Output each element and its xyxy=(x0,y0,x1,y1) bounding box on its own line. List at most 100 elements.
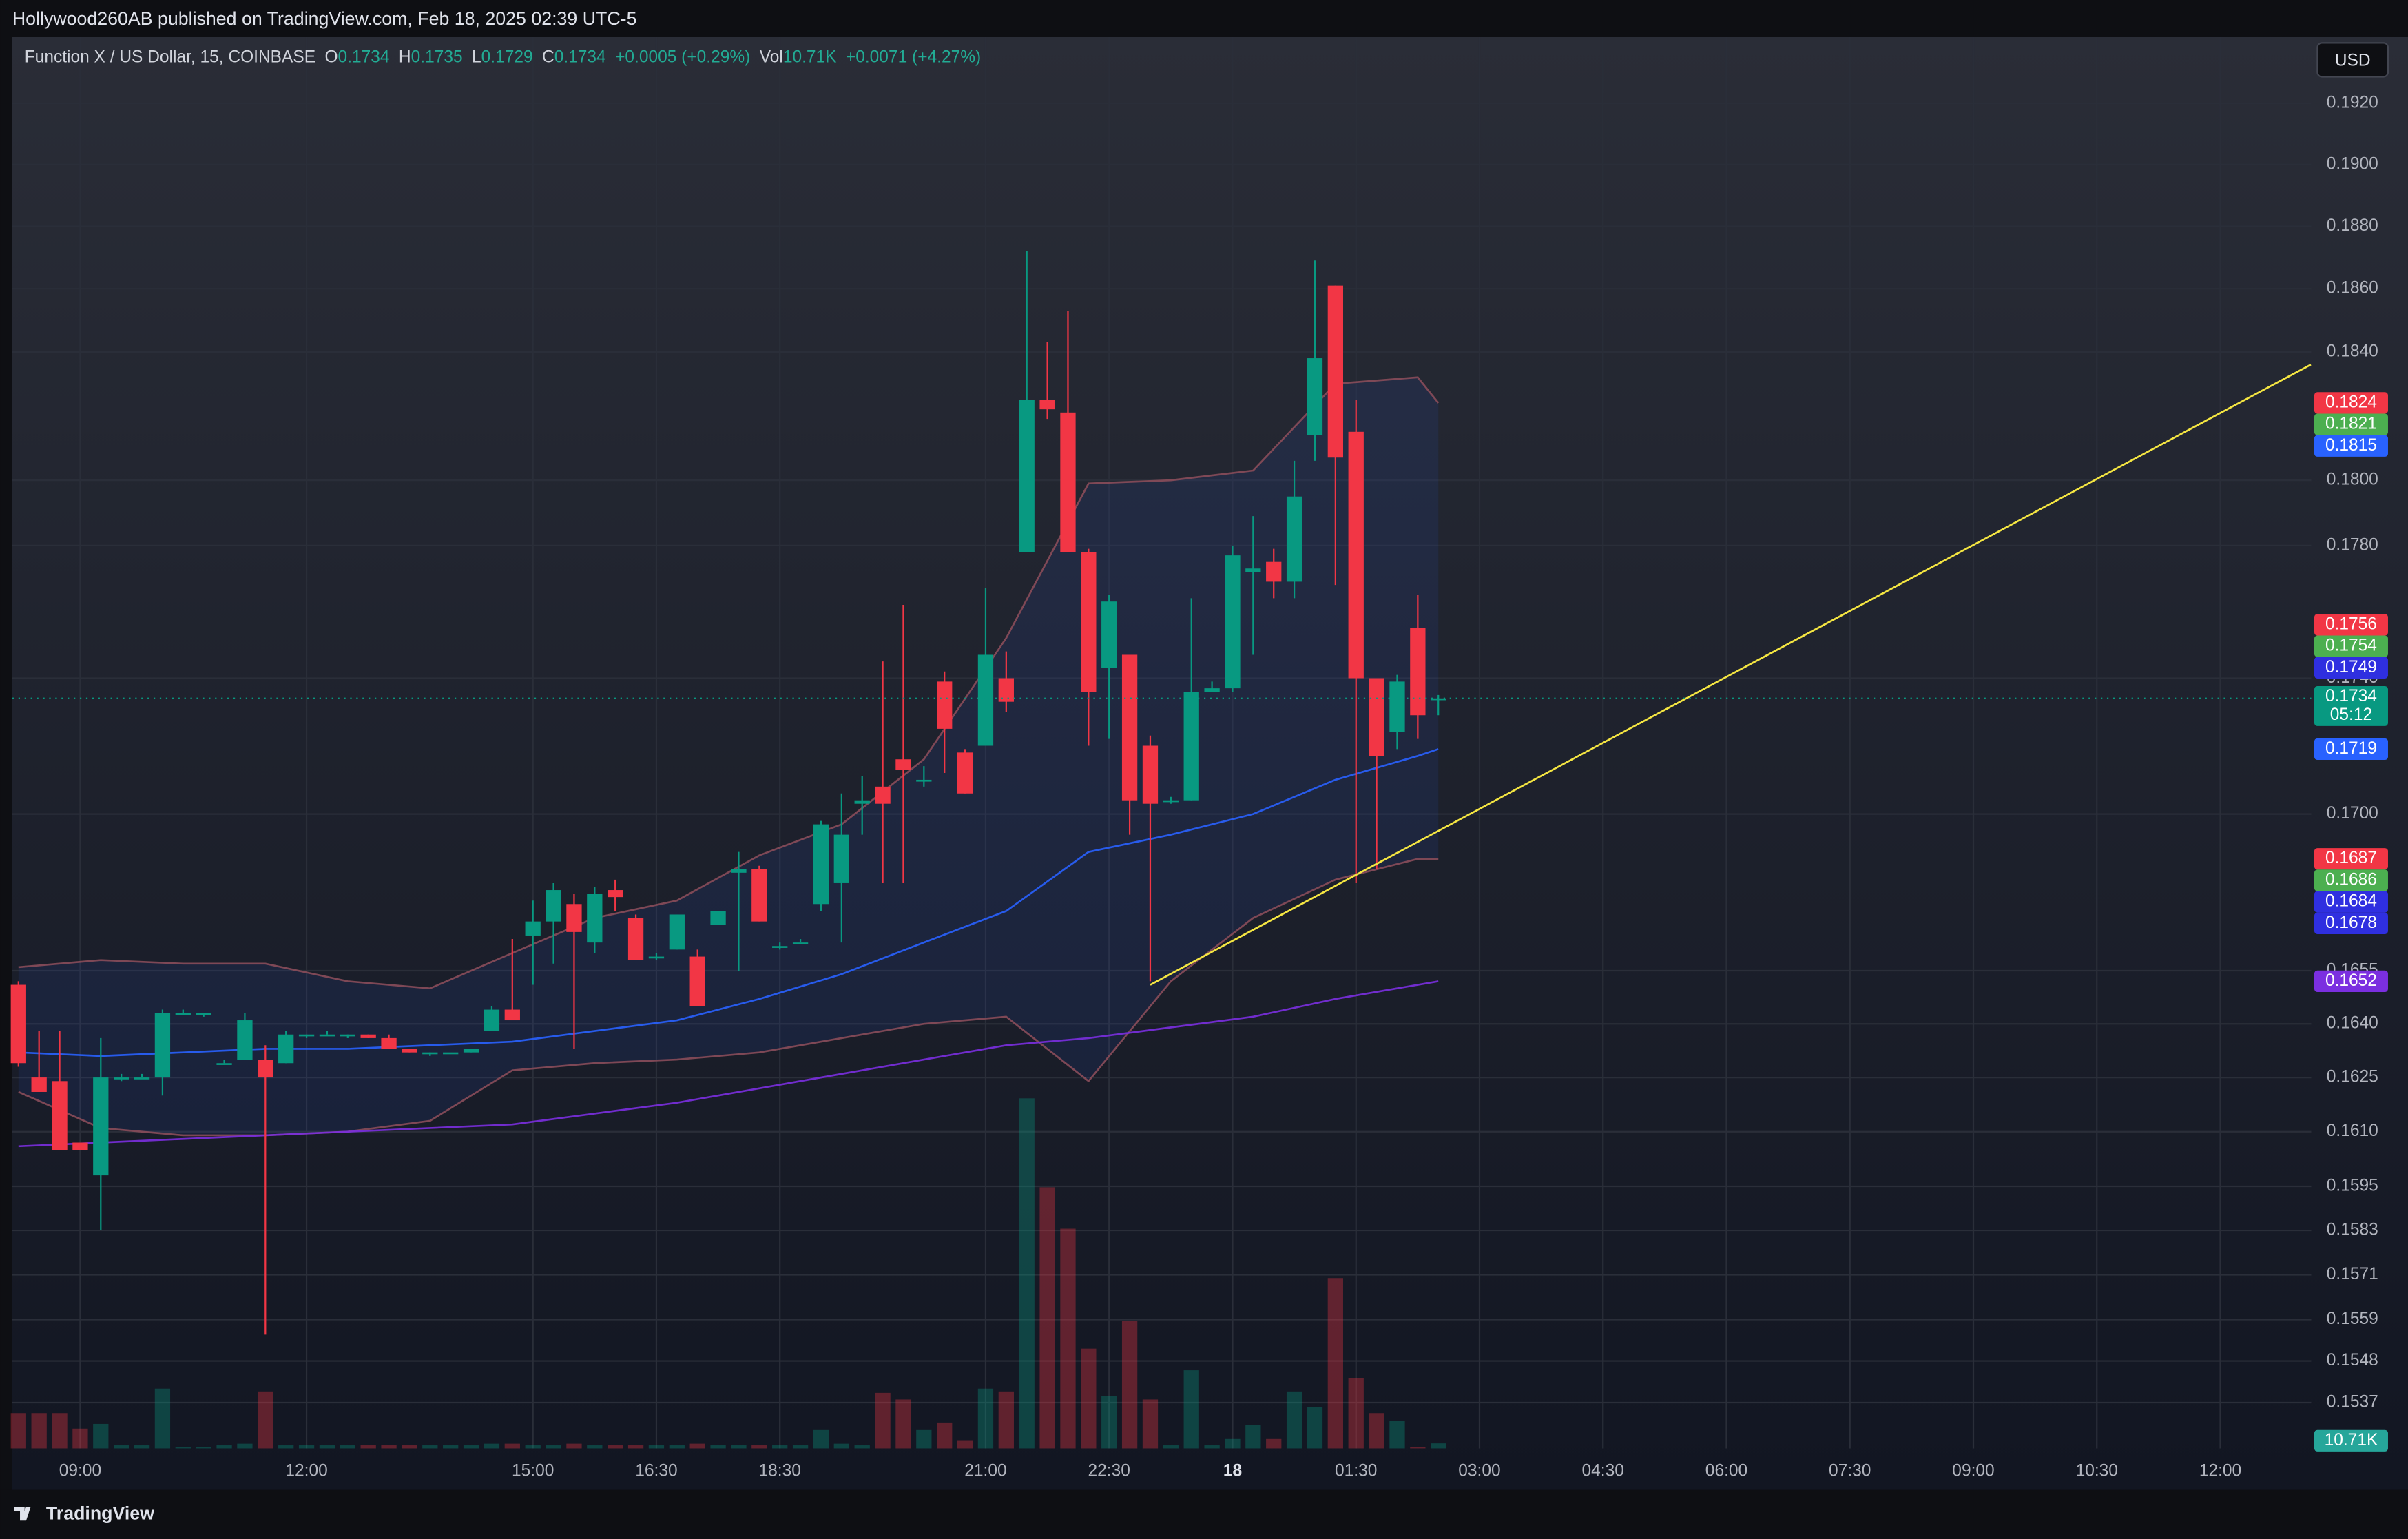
price-label: 0.1749 xyxy=(2325,658,2377,676)
volume-bar xyxy=(402,1445,417,1449)
volume-bar xyxy=(72,1428,88,1449)
candle-body xyxy=(689,956,705,1006)
volume-bar xyxy=(916,1429,932,1449)
candle-body xyxy=(1142,745,1159,804)
volume-bar xyxy=(1431,1443,1446,1449)
candle-body xyxy=(916,779,932,782)
indicator-line xyxy=(18,376,1440,990)
price-label-box xyxy=(2314,392,2388,414)
volume-bar xyxy=(1060,1228,1076,1449)
currency-label[interactable]: USD xyxy=(2335,52,2371,70)
y-tick-label: 0.1640 xyxy=(2327,1014,2378,1033)
volume-bar xyxy=(1183,1370,1199,1449)
volume-bar xyxy=(278,1445,294,1449)
x-tick-label: 03:00 xyxy=(1458,1461,1500,1480)
price-label: 0.1684 xyxy=(2325,892,2377,911)
candle-body xyxy=(381,1037,397,1049)
candle-body xyxy=(1327,285,1343,458)
price-label-box xyxy=(2314,635,2388,657)
price-label: 0.1686 xyxy=(2325,870,2377,889)
volume-bar xyxy=(1266,1438,1282,1449)
candle-body xyxy=(216,1063,232,1065)
candle-body xyxy=(731,869,747,873)
volume-bar xyxy=(237,1443,253,1449)
publisher: Hollywood260AB published on TradingView.… xyxy=(12,8,637,29)
x-tick-label: 09:00 xyxy=(1952,1461,1994,1480)
candle-body xyxy=(587,894,603,943)
y-tick-label: 0.1840 xyxy=(2327,342,2378,360)
volume-bar xyxy=(93,1423,109,1449)
price-label-box xyxy=(2314,435,2388,457)
legend-field-label: Vol xyxy=(760,48,783,67)
candle-body xyxy=(772,946,788,948)
candle-body xyxy=(72,1142,88,1150)
x-tick-label: 15:00 xyxy=(512,1461,554,1480)
x-tick-label: 18 xyxy=(1223,1461,1242,1480)
candle-body xyxy=(1410,628,1426,716)
volume-bar xyxy=(957,1440,973,1449)
volume-bar xyxy=(710,1445,726,1449)
candle-body xyxy=(360,1034,376,1038)
candle-body xyxy=(854,800,870,804)
candle-body xyxy=(31,1077,47,1092)
price-label: 0.1754 xyxy=(2325,637,2377,655)
y-tick-label: 0.1583 xyxy=(2327,1221,2378,1239)
candle-body xyxy=(1431,698,1446,701)
candles xyxy=(10,251,1446,1335)
y-tick-label: 0.1780 xyxy=(2327,535,2378,554)
price-label: 0.1678 xyxy=(2325,913,2377,932)
candle-body xyxy=(627,918,644,960)
y-tick-label: 0.1610 xyxy=(2327,1122,2378,1140)
x-tick-label: 07:30 xyxy=(1829,1461,1871,1480)
price-labels: 0.1824 0.1821 0.1815 0.1756 0.1754 0.1749 0.17… xyxy=(2314,392,2388,1452)
legend-field-value: 0.1735 xyxy=(411,48,463,67)
candle-body xyxy=(443,1052,459,1055)
volume-bar xyxy=(504,1443,520,1449)
currency-button-box[interactable] xyxy=(2316,42,2389,78)
grid: 0.1920 0.1900 0.1880 0.1860 0.1840 0.1800 0.17… xyxy=(12,37,2378,1480)
price-label: 0.1824 xyxy=(2325,393,2377,411)
currency-button[interactable]: USD xyxy=(2316,42,2389,78)
volume-bar xyxy=(1039,1187,1055,1449)
candle-body xyxy=(1183,692,1199,801)
legend-field-value: 0.1734 xyxy=(338,48,390,67)
candle-body xyxy=(669,914,685,950)
price-label: 0.1719 xyxy=(2325,739,2377,758)
candle-body xyxy=(1039,400,1055,410)
volume-bar xyxy=(463,1445,479,1449)
price-label: 0.1821 xyxy=(2325,415,2377,433)
price-label-box xyxy=(2314,657,2388,679)
price-label-box xyxy=(2314,614,2388,636)
volume-bar xyxy=(1121,1321,1138,1449)
y-tick-label: 0.1700 xyxy=(2327,804,2378,823)
price-label: 0.1687 xyxy=(2325,849,2377,867)
volume-bar xyxy=(669,1445,685,1449)
x-tick-label: 16:30 xyxy=(635,1461,677,1480)
candle-body xyxy=(957,752,973,794)
volume-bar xyxy=(1225,1438,1241,1449)
candle-body xyxy=(566,904,582,932)
legend-field-value: 0.1729 xyxy=(481,48,533,67)
candle-body xyxy=(998,678,1014,702)
volume-bar xyxy=(1163,1445,1179,1449)
candle-body xyxy=(340,1034,355,1037)
volume-bar xyxy=(977,1388,994,1449)
volume-bar xyxy=(608,1445,623,1449)
volume-bar xyxy=(298,1445,315,1449)
volume-bar xyxy=(525,1445,541,1449)
volume-bar xyxy=(587,1445,603,1449)
volume-bar xyxy=(1142,1399,1159,1449)
candle-body xyxy=(10,984,26,1064)
volume-bar xyxy=(216,1445,232,1449)
volume xyxy=(10,1098,1446,1449)
volume-bar xyxy=(998,1391,1014,1449)
volume-label-box xyxy=(2314,1429,2388,1452)
current-price-box xyxy=(2314,685,2388,726)
candle-body xyxy=(833,834,849,883)
candle-body xyxy=(1019,400,1035,552)
price-label-box xyxy=(2314,912,2388,934)
volume-bar xyxy=(114,1445,129,1449)
x-tick-label: 12:00 xyxy=(285,1461,327,1480)
candle-body xyxy=(258,1060,273,1078)
price-label: 0.1756 xyxy=(2325,614,2377,633)
